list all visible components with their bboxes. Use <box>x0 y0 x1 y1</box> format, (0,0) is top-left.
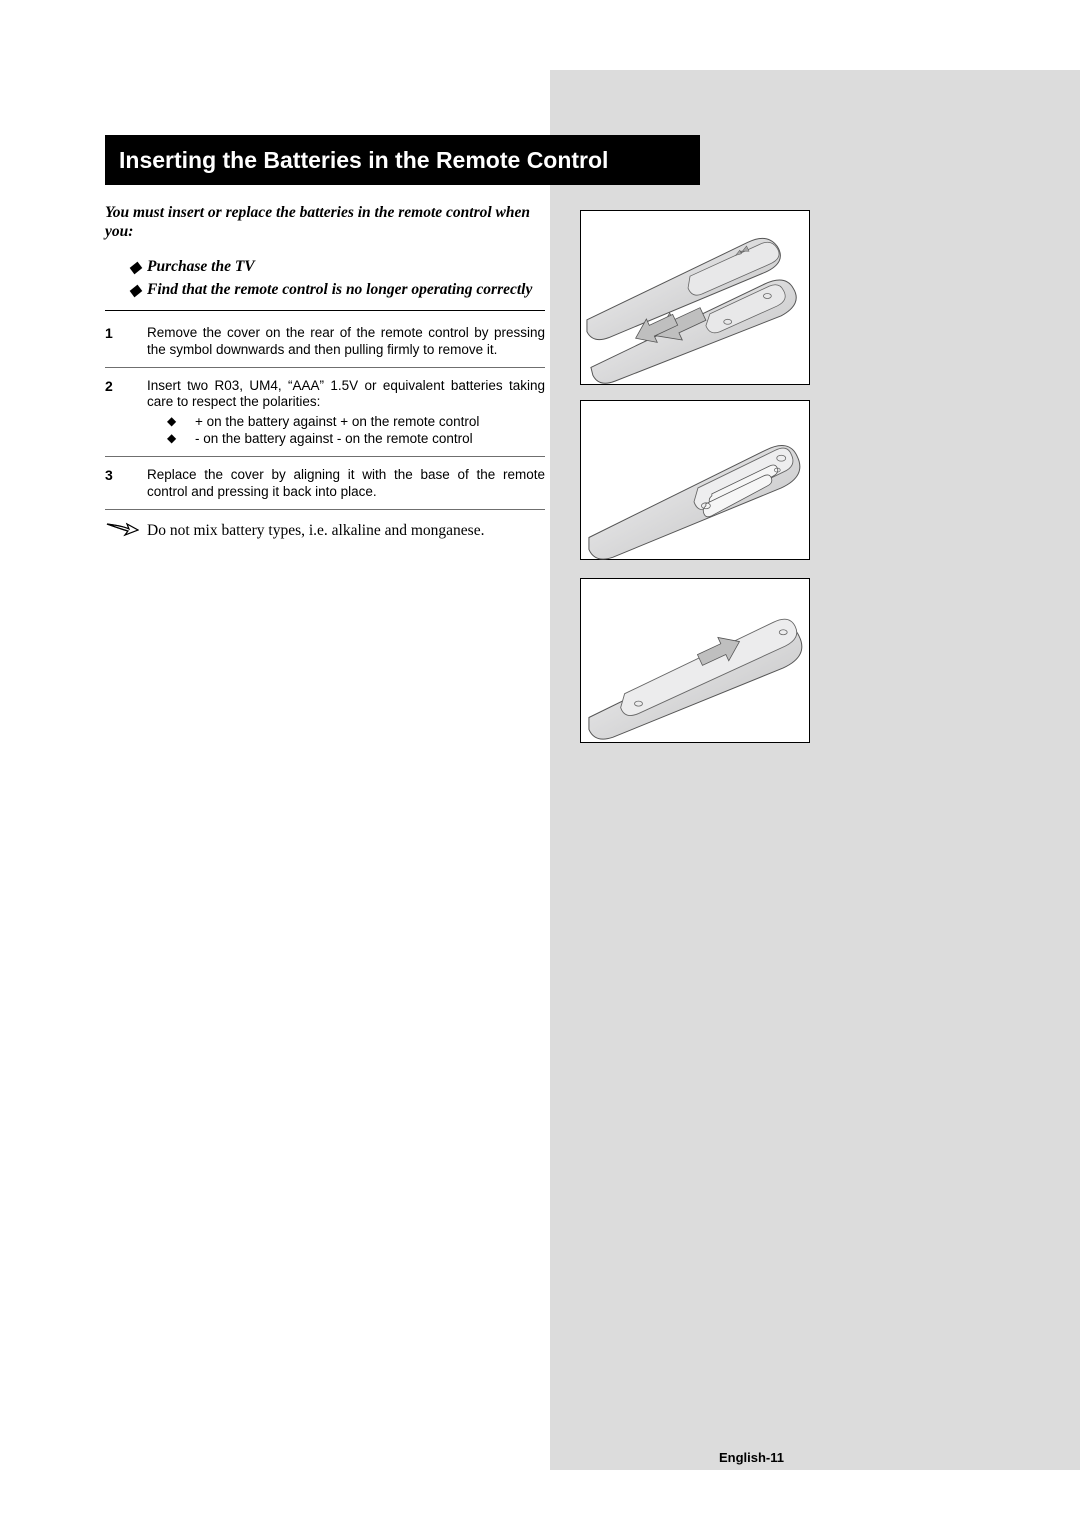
rule <box>105 456 545 457</box>
page-number: English-11 <box>719 1450 784 1465</box>
step-row: 2 Insert two R03, UM4, “AAA” 1.5V or equ… <box>105 378 545 449</box>
step-text: Insert two R03, UM4, “AAA” 1.5V or equiv… <box>147 378 545 410</box>
intro-text: You must insert or replace the batteries… <box>105 203 545 242</box>
page-title: Inserting the Batteries in the Remote Co… <box>107 137 698 183</box>
step-text: Replace the cover by aligning it with th… <box>147 467 545 501</box>
note-row: Do not mix battery types, i.e. alkaline … <box>105 520 545 543</box>
step-row: 3 Replace the cover by aligning it with … <box>105 467 545 501</box>
diamond-bullet-icon: ◆ <box>129 281 147 300</box>
sub-item-text: + on the battery against + on the remote… <box>195 414 479 431</box>
diamond-bullet-icon: ◆ <box>167 431 195 448</box>
rule <box>105 509 545 510</box>
remote-cover-off-icon <box>581 210 809 385</box>
note-arrow-icon <box>105 520 147 543</box>
rule <box>105 310 545 311</box>
sub-item: ◆ + on the battery against + on the remo… <box>167 414 545 431</box>
sub-item-text: - on the battery against - on the remote… <box>195 431 473 448</box>
rule <box>105 367 545 368</box>
content-column: You must insert or replace the batteries… <box>105 203 545 543</box>
remote-batteries-icon <box>581 400 809 560</box>
step-number: 2 <box>105 378 147 449</box>
figure-insert-batteries <box>580 400 810 560</box>
intro-list: ◆ Purchase the TV ◆ Find that the remote… <box>129 258 545 300</box>
sub-list: ◆ + on the battery against + on the remo… <box>167 414 545 448</box>
step-number: 1 <box>105 325 147 359</box>
sub-item: ◆ - on the battery against - on the remo… <box>167 431 545 448</box>
intro-item: ◆ Find that the remote control is no lon… <box>129 281 545 300</box>
figure-remove-cover <box>580 210 810 385</box>
figure-replace-cover <box>580 578 810 743</box>
note-text: Do not mix battery types, i.e. alkaline … <box>147 522 484 540</box>
step-number: 3 <box>105 467 147 501</box>
diamond-bullet-icon: ◆ <box>129 258 147 277</box>
step-row: 1 Remove the cover on the rear of the re… <box>105 325 545 359</box>
manual-page: Inserting the Batteries in the Remote Co… <box>0 0 1080 1528</box>
step-text: Remove the cover on the rear of the remo… <box>147 325 545 359</box>
remote-cover-on-icon <box>581 578 809 743</box>
step-body: Insert two R03, UM4, “AAA” 1.5V or equiv… <box>147 378 545 449</box>
page-title-bar: Inserting the Batteries in the Remote Co… <box>105 135 700 185</box>
intro-item-text: Purchase the TV <box>147 258 255 277</box>
intro-item: ◆ Purchase the TV <box>129 258 545 277</box>
diamond-bullet-icon: ◆ <box>167 414 195 431</box>
intro-item-text: Find that the remote control is no longe… <box>147 281 532 300</box>
